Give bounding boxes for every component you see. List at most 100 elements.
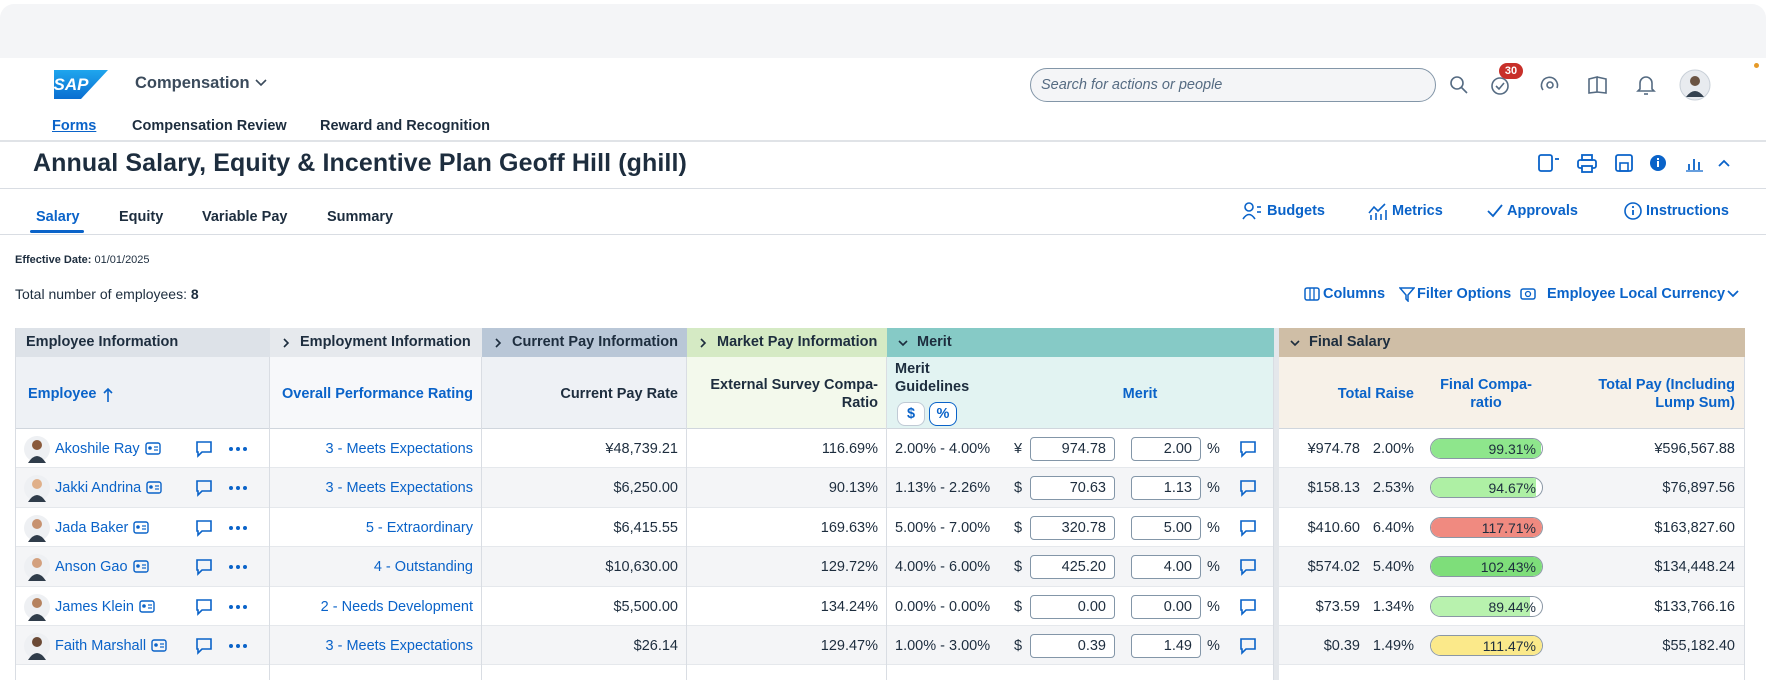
merit-input[interactable]: 0.00 bbox=[1030, 594, 1115, 619]
column-header[interactable]: Merit bbox=[1122, 386, 1158, 402]
profile-card-icon[interactable] bbox=[151, 639, 167, 653]
tab[interactable]: Salary bbox=[36, 209, 80, 225]
profile-card-icon[interactable] bbox=[145, 442, 161, 456]
merit-pct-input[interactable]: 2.00 bbox=[1131, 437, 1201, 461]
more-icon[interactable] bbox=[228, 485, 248, 491]
group-toggle[interactable] bbox=[897, 337, 909, 349]
comment-icon[interactable] bbox=[195, 558, 213, 577]
profile-card-icon[interactable] bbox=[133, 521, 149, 535]
comment-icon[interactable] bbox=[1239, 558, 1257, 577]
currency: $ bbox=[1014, 638, 1023, 654]
merit-input[interactable]: 425.20 bbox=[1030, 555, 1115, 580]
group-header: Final Salary bbox=[1309, 334, 1391, 350]
merit-pct-input[interactable]: 0.00 bbox=[1131, 594, 1201, 619]
merit-input[interactable]: 974.78 bbox=[1030, 437, 1115, 461]
group-toggle[interactable] bbox=[1289, 337, 1301, 349]
column-header[interactable]: Total Raise bbox=[1337, 386, 1414, 402]
learn-icon[interactable] bbox=[1587, 74, 1609, 96]
nav-item[interactable]: Compensation Review bbox=[132, 118, 287, 134]
employee-name[interactable]: Anson Gao bbox=[55, 559, 128, 576]
merit-input[interactable]: 320.78 bbox=[1030, 515, 1115, 540]
compa-bar-fill bbox=[1431, 636, 1542, 655]
employee-name[interactable]: Faith Marshall bbox=[55, 638, 147, 654]
toolbar-chevron[interactable] bbox=[1726, 288, 1740, 300]
comment-icon[interactable] bbox=[1239, 519, 1257, 537]
tab[interactable]: Variable Pay bbox=[202, 209, 288, 225]
total-raise: $158.13 bbox=[1307, 480, 1360, 497]
user-avatar[interactable] bbox=[1679, 69, 1711, 101]
group-toggle[interactable] bbox=[697, 337, 709, 349]
bell-icon[interactable] bbox=[1635, 74, 1657, 96]
column-separator bbox=[1273, 357, 1274, 680]
nav-item[interactable]: Reward and Recognition bbox=[320, 118, 490, 134]
column-header-bg bbox=[270, 357, 482, 429]
profile-card-icon[interactable] bbox=[139, 599, 155, 614]
merit-pct-input[interactable]: 4.00 bbox=[1131, 555, 1201, 580]
employee-name[interactable]: Jakki Andrina bbox=[55, 480, 142, 497]
employee-name[interactable]: James Klein bbox=[55, 598, 134, 615]
merit-input[interactable]: 70.63 bbox=[1030, 476, 1115, 501]
logo[interactable]: SAP bbox=[54, 70, 108, 99]
group-header: Market Pay Information bbox=[717, 334, 878, 350]
performance-rating[interactable]: 5 - Extraordinary bbox=[365, 519, 473, 536]
performance-rating[interactable]: 4 - Outstanding bbox=[373, 559, 473, 576]
column-header[interactable]: Employee bbox=[28, 386, 97, 402]
search-icon[interactable] bbox=[1449, 75, 1469, 95]
comment-icon[interactable] bbox=[1239, 479, 1257, 498]
group-header-bg bbox=[482, 328, 687, 357]
employee-name[interactable]: Jada Baker bbox=[55, 519, 129, 536]
comment-icon[interactable] bbox=[195, 519, 213, 537]
comment-icon[interactable] bbox=[1239, 440, 1257, 458]
compa-ratio: 129.47% bbox=[820, 638, 878, 654]
more-icon[interactable] bbox=[228, 604, 248, 610]
performance-rating[interactable]: 3 - Meets Expectations bbox=[325, 480, 474, 497]
more-icon[interactable] bbox=[228, 525, 248, 531]
tasks-icon[interactable] bbox=[1490, 75, 1512, 97]
assistant-icon[interactable] bbox=[1539, 74, 1561, 96]
performance-rating[interactable]: 2 - Needs Development bbox=[320, 598, 473, 615]
tab[interactable]: Summary bbox=[327, 209, 394, 225]
column-header[interactable]: Final Compa-ratio bbox=[1440, 377, 1532, 411]
comment-icon[interactable] bbox=[1239, 637, 1257, 655]
tab[interactable]: Equity bbox=[119, 209, 164, 225]
search-box[interactable]: Search for actions or people bbox=[1030, 68, 1436, 102]
more-icon[interactable] bbox=[228, 564, 248, 570]
merit-pct-input[interactable]: 1.49 bbox=[1131, 634, 1201, 658]
group-toggle[interactable] bbox=[492, 337, 504, 349]
employee-name[interactable]: Akoshile Ray bbox=[55, 441, 140, 457]
more-icon[interactable] bbox=[228, 446, 248, 452]
action[interactable]: Metrics bbox=[1392, 203, 1443, 219]
column-header-bg bbox=[15, 357, 270, 429]
column-header[interactable]: Total Pay (Including Lump Sum) bbox=[1598, 377, 1735, 411]
profile-card-icon[interactable] bbox=[146, 481, 162, 495]
toolbar-button[interactable]: Employee Local Currency bbox=[1547, 286, 1726, 302]
performance-rating[interactable]: 3 - Meets Expectations bbox=[325, 441, 474, 457]
compa-ratio: 90.13% bbox=[828, 480, 878, 497]
toolbar-button[interactable]: Columns bbox=[1323, 286, 1386, 302]
comment-icon[interactable] bbox=[195, 479, 213, 498]
column-header[interactable]: Overall Performance Rating bbox=[282, 386, 473, 402]
guideline-toggle[interactable]: % bbox=[929, 402, 957, 426]
comment-icon[interactable] bbox=[195, 637, 213, 655]
performance-rating[interactable]: 3 - Meets Expectations bbox=[325, 638, 474, 654]
group-header: Merit bbox=[917, 334, 952, 350]
merit-pct-input[interactable]: 1.13 bbox=[1131, 476, 1201, 501]
final-compa-ratio: 94.67% bbox=[1488, 480, 1536, 497]
action[interactable]: Budgets bbox=[1267, 203, 1325, 219]
action[interactable]: Instructions bbox=[1646, 203, 1729, 219]
guideline-toggle[interactable]: $ bbox=[897, 402, 925, 426]
comment-icon[interactable] bbox=[1239, 598, 1257, 616]
group-toggle[interactable] bbox=[280, 337, 292, 349]
merit-pct-input[interactable]: 5.00 bbox=[1131, 515, 1201, 540]
header-toolbar-icons[interactable] bbox=[1536, 150, 1736, 176]
more-icon[interactable] bbox=[228, 643, 248, 649]
comment-icon[interactable] bbox=[195, 440, 213, 458]
budgets-icon bbox=[1242, 202, 1261, 220]
comment-icon[interactable] bbox=[195, 598, 213, 616]
toolbar-button[interactable]: Filter Options bbox=[1417, 286, 1512, 302]
nav-item[interactable]: Forms bbox=[52, 118, 97, 134]
profile-card-icon[interactable] bbox=[133, 560, 149, 574]
action[interactable]: Approvals bbox=[1507, 203, 1578, 219]
app-title[interactable]: Compensation bbox=[135, 74, 268, 93]
merit-input[interactable]: 0.39 bbox=[1030, 634, 1115, 658]
